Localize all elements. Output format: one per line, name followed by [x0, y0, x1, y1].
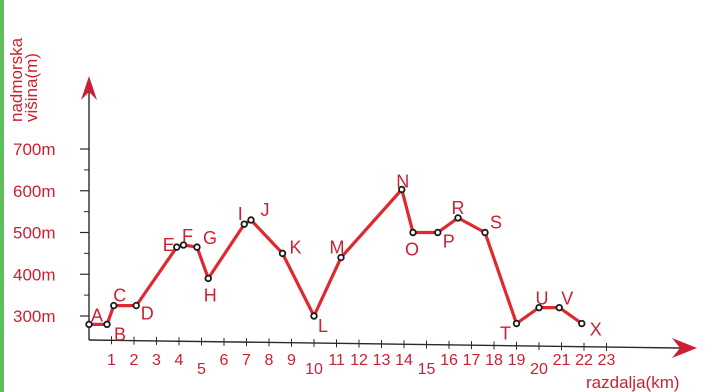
point-label: U — [536, 289, 549, 309]
point-marker — [337, 253, 345, 262]
x-tick-label: 16 — [440, 352, 458, 369]
point-label: P — [443, 232, 455, 252]
x-tick-label: 5 — [197, 361, 206, 378]
point-label: X — [590, 320, 602, 340]
point-marker — [434, 228, 442, 237]
point-marker — [103, 320, 111, 329]
x-tick-label: 22 — [575, 352, 593, 369]
x-axis-arrow — [672, 338, 697, 358]
x-tick-label: 11 — [328, 352, 345, 369]
y-axis-label: nadmorska višina(m) — [7, 33, 41, 122]
point-marker — [173, 243, 181, 251]
point-label: J — [261, 200, 270, 220]
x-tick-label: 15 — [418, 361, 436, 378]
x-tick-label: 23 — [598, 352, 616, 369]
point-label: T — [500, 324, 511, 344]
point-marker — [278, 249, 287, 258]
point-label: I — [238, 204, 243, 224]
point-marker — [512, 319, 521, 328]
y-axis-label-line-2: višina(m) — [22, 53, 41, 122]
x-tick-label: 21 — [553, 352, 571, 369]
point-marker — [240, 220, 248, 228]
point-marker — [535, 303, 543, 312]
y-tick-label: 600m — [13, 182, 56, 201]
point-label: C — [113, 286, 126, 306]
point-marker — [481, 228, 489, 237]
x-tick-label: 3 — [152, 352, 161, 369]
point-label: D — [141, 304, 154, 324]
point-markers — [85, 185, 586, 329]
point-label: H — [204, 285, 217, 305]
point-marker — [454, 214, 462, 222]
point-label: N — [396, 171, 409, 191]
x-tick-label: 20 — [530, 361, 548, 378]
x-tick-label: 8 — [265, 352, 274, 369]
point-marker — [85, 320, 93, 329]
x-tick-label: 19 — [508, 352, 526, 369]
point-marker — [578, 319, 586, 328]
point-label: A — [91, 305, 103, 325]
x-tick-label: 4 — [175, 352, 184, 369]
point-label: K — [289, 237, 301, 257]
x-axis-line — [88, 339, 681, 349]
x-tick-label: 12 — [350, 352, 368, 369]
x-tick-label: 17 — [463, 352, 481, 369]
x-tick-label: 6 — [220, 352, 229, 369]
point-label: G — [203, 228, 217, 248]
x-tick-label: 13 — [373, 352, 391, 369]
y-axis-arrow — [81, 76, 97, 100]
point-marker — [132, 301, 140, 310]
x-axis-label: razdalja(km) — [586, 373, 680, 392]
point-marker — [398, 185, 406, 194]
point-marker — [310, 312, 318, 320]
point-marker — [193, 243, 201, 251]
point-label: M — [330, 238, 345, 258]
y-tick-label: 700m — [13, 140, 56, 159]
elevation-line — [87, 187, 584, 326]
point-marker — [555, 303, 563, 312]
point-marker — [409, 228, 417, 237]
point-label: L — [318, 316, 328, 336]
point-label: S — [490, 213, 502, 233]
point-marker — [110, 301, 118, 310]
y-tick-label: 500m — [13, 224, 56, 243]
y-ticks: 300m 400m 500m 600m 700m — [13, 140, 89, 326]
x-tick-label: 1 — [107, 352, 116, 369]
point-label: O — [405, 240, 419, 260]
point-label: E — [163, 235, 175, 255]
x-tick-label: 18 — [485, 352, 503, 369]
point-marker — [204, 274, 212, 283]
y-tick-label: 400m — [13, 265, 56, 284]
point-label: V — [561, 289, 573, 309]
x-tick-label: 7 — [242, 352, 251, 369]
point-label: F — [182, 226, 193, 246]
x-tick-label: 9 — [287, 352, 296, 369]
y-tick-label: 300m — [13, 307, 56, 326]
point-marker — [179, 241, 188, 249]
point-label: B — [114, 324, 126, 344]
y-axis-label-line-1: nadmorska — [7, 37, 26, 122]
x-tick-label: 2 — [130, 352, 139, 369]
x-tick-label: 14 — [395, 352, 413, 369]
point-label: R — [452, 198, 465, 218]
point-marker — [247, 216, 255, 224]
x-tick-label: 10 — [305, 361, 323, 378]
